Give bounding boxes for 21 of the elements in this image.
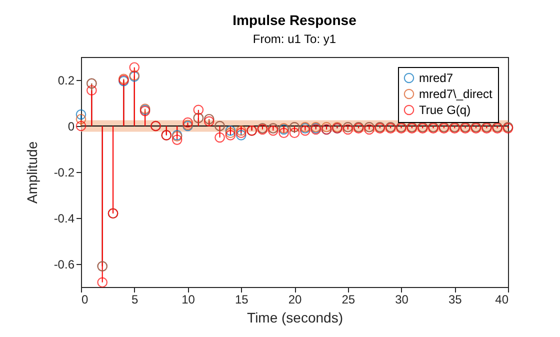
y-tick-label: -0.6: [54, 258, 75, 272]
y-tick-label: 0: [68, 120, 75, 134]
chart-subtitle: From: u1 To: y1: [252, 32, 336, 46]
x-tick-label: 20: [288, 292, 302, 306]
x-tick-label: 0: [82, 292, 88, 306]
legend-label: mred7\_direct: [419, 87, 494, 101]
y-tick-label: -0.4: [54, 212, 75, 226]
x-axis-title: Time (seconds): [247, 310, 343, 326]
x-tick-label: 15: [234, 292, 249, 306]
x-tick-label: 35: [448, 292, 462, 306]
y-axis-title: Amplitude: [24, 141, 40, 204]
x-tick-label: 5: [132, 292, 139, 306]
x-tick-label: 30: [395, 292, 409, 306]
x-tick-label: 10: [182, 292, 196, 306]
y-tick-label: -0.2: [54, 166, 75, 180]
legend-label: mred7: [419, 71, 454, 85]
x-tick-label: 40: [495, 292, 509, 306]
legend-label: True G(q): [419, 103, 471, 117]
y-tick-label: 0.2: [58, 74, 75, 88]
x-tick-label: 25: [342, 292, 356, 306]
chart-title: Impulse Response: [232, 12, 357, 28]
